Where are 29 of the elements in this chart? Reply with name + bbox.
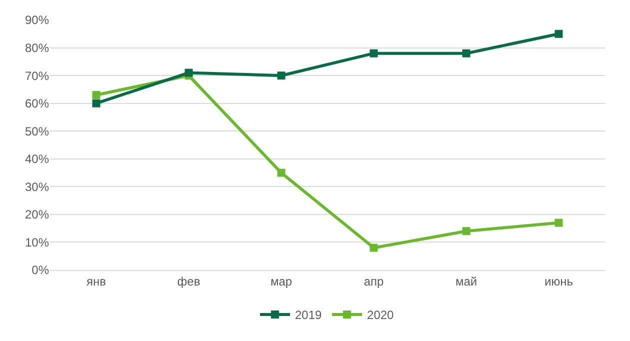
point [92, 99, 100, 108]
y-tick-label: 10% [24, 235, 50, 250]
point [462, 227, 470, 236]
x-tick-label: июнь [544, 274, 574, 288]
point [554, 30, 563, 38]
y-tick-label: 20% [24, 208, 50, 222]
x-tick-label: мар [270, 274, 292, 288]
y-tick-label: 50% [24, 124, 50, 138]
x-tick-label: янв [86, 274, 106, 288]
x-tick-label: май [455, 274, 478, 288]
point [370, 49, 378, 58]
y-tick-label: 90% [24, 13, 50, 28]
x-tick-label: фев [177, 274, 200, 288]
point [184, 68, 193, 77]
point [462, 49, 470, 58]
point [277, 72, 286, 80]
point [554, 218, 563, 227]
legend-label: 2019 [295, 308, 322, 322]
point [370, 244, 378, 252]
y-tick-label: 30% [24, 180, 50, 194]
legend-label: 2020 [367, 308, 394, 322]
y-tick-label: 80% [24, 40, 50, 55]
y-tick-label: 40% [24, 152, 50, 166]
point [92, 91, 100, 99]
point [277, 168, 286, 177]
x-tick-label: апр [364, 274, 384, 288]
y-tick-label: 60% [24, 96, 50, 111]
y-tick-label: 0% [32, 263, 50, 278]
y-tick-label: 70% [24, 68, 50, 83]
